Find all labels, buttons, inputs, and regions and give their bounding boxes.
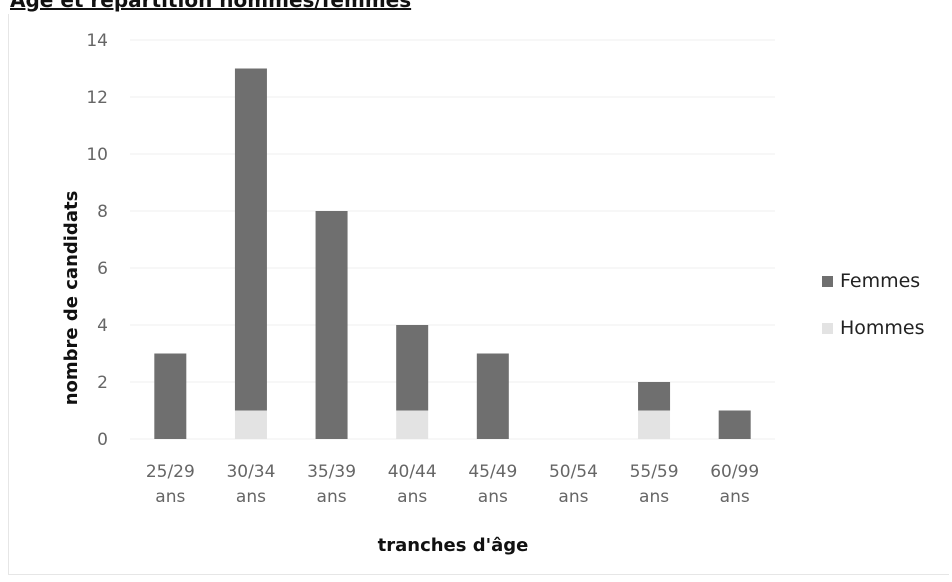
x-tick-labels: 25/29 ans 30/34 ans 35/39 ans 40/44 ans 45/49 ans… — [146, 462, 759, 507]
y-tick-label: 14 — [86, 31, 108, 51]
bar-femmes-6 — [638, 382, 671, 411]
x-axis-title: tranches d'âge — [378, 535, 529, 556]
x-tick-label-unit: ans — [236, 487, 266, 507]
x-tick-label: 50/54 — [549, 462, 598, 482]
x-tick-label: 25/29 — [146, 462, 195, 482]
x-tick-label: 45/49 — [468, 462, 517, 482]
chart-frame — [8, 14, 949, 575]
bar-femmes-4 — [476, 353, 509, 439]
legend-swatch-hommes — [822, 323, 833, 334]
y-tick-label: 10 — [86, 145, 108, 165]
bar-femmes-0 — [154, 353, 187, 439]
y-tick-label: 0 — [97, 430, 108, 450]
legend: Femmes Hommes — [822, 270, 925, 339]
x-tick-label: 55/59 — [630, 462, 679, 482]
x-tick-label-unit: ans — [478, 487, 508, 507]
bar-femmes-2 — [315, 211, 348, 439]
x-tick-label: 60/99 — [710, 462, 759, 482]
bar-hommes-6 — [638, 410, 671, 439]
y-tick-labels: 0 2 4 6 8 10 12 14 — [86, 31, 108, 450]
bar-hommes-1 — [234, 410, 267, 439]
y-tick-label: 12 — [86, 88, 108, 108]
chart-title: Âge et répartition hommes/femmes — [10, 0, 412, 12]
bar-femmes-3 — [396, 325, 429, 411]
legend-swatch-femmes — [822, 276, 833, 287]
x-tick-label: 35/39 — [307, 462, 356, 482]
y-tick-label: 4 — [97, 316, 108, 336]
x-tick-label-unit: ans — [639, 487, 669, 507]
y-tick-label: 8 — [97, 202, 108, 222]
bars — [154, 68, 751, 439]
x-tick-label-unit: ans — [720, 487, 750, 507]
x-tick-label-unit: ans — [558, 487, 588, 507]
bar-hommes-3 — [396, 410, 429, 439]
y-axis-title: nombre de candidats — [61, 191, 82, 406]
legend-label-hommes: Hommes — [840, 317, 925, 339]
y-tick-label: 2 — [97, 373, 108, 393]
bar-femmes-7 — [718, 410, 751, 439]
gridlines — [130, 39, 775, 440]
bar-femmes-1 — [234, 68, 267, 411]
x-tick-label: 30/34 — [226, 462, 275, 482]
legend-label-femmes: Femmes — [840, 270, 920, 292]
x-tick-label-unit: ans — [397, 487, 427, 507]
x-tick-label-unit: ans — [317, 487, 347, 507]
x-tick-label-unit: ans — [155, 487, 185, 507]
y-tick-label: 6 — [97, 259, 108, 279]
x-tick-label: 40/44 — [388, 462, 437, 482]
